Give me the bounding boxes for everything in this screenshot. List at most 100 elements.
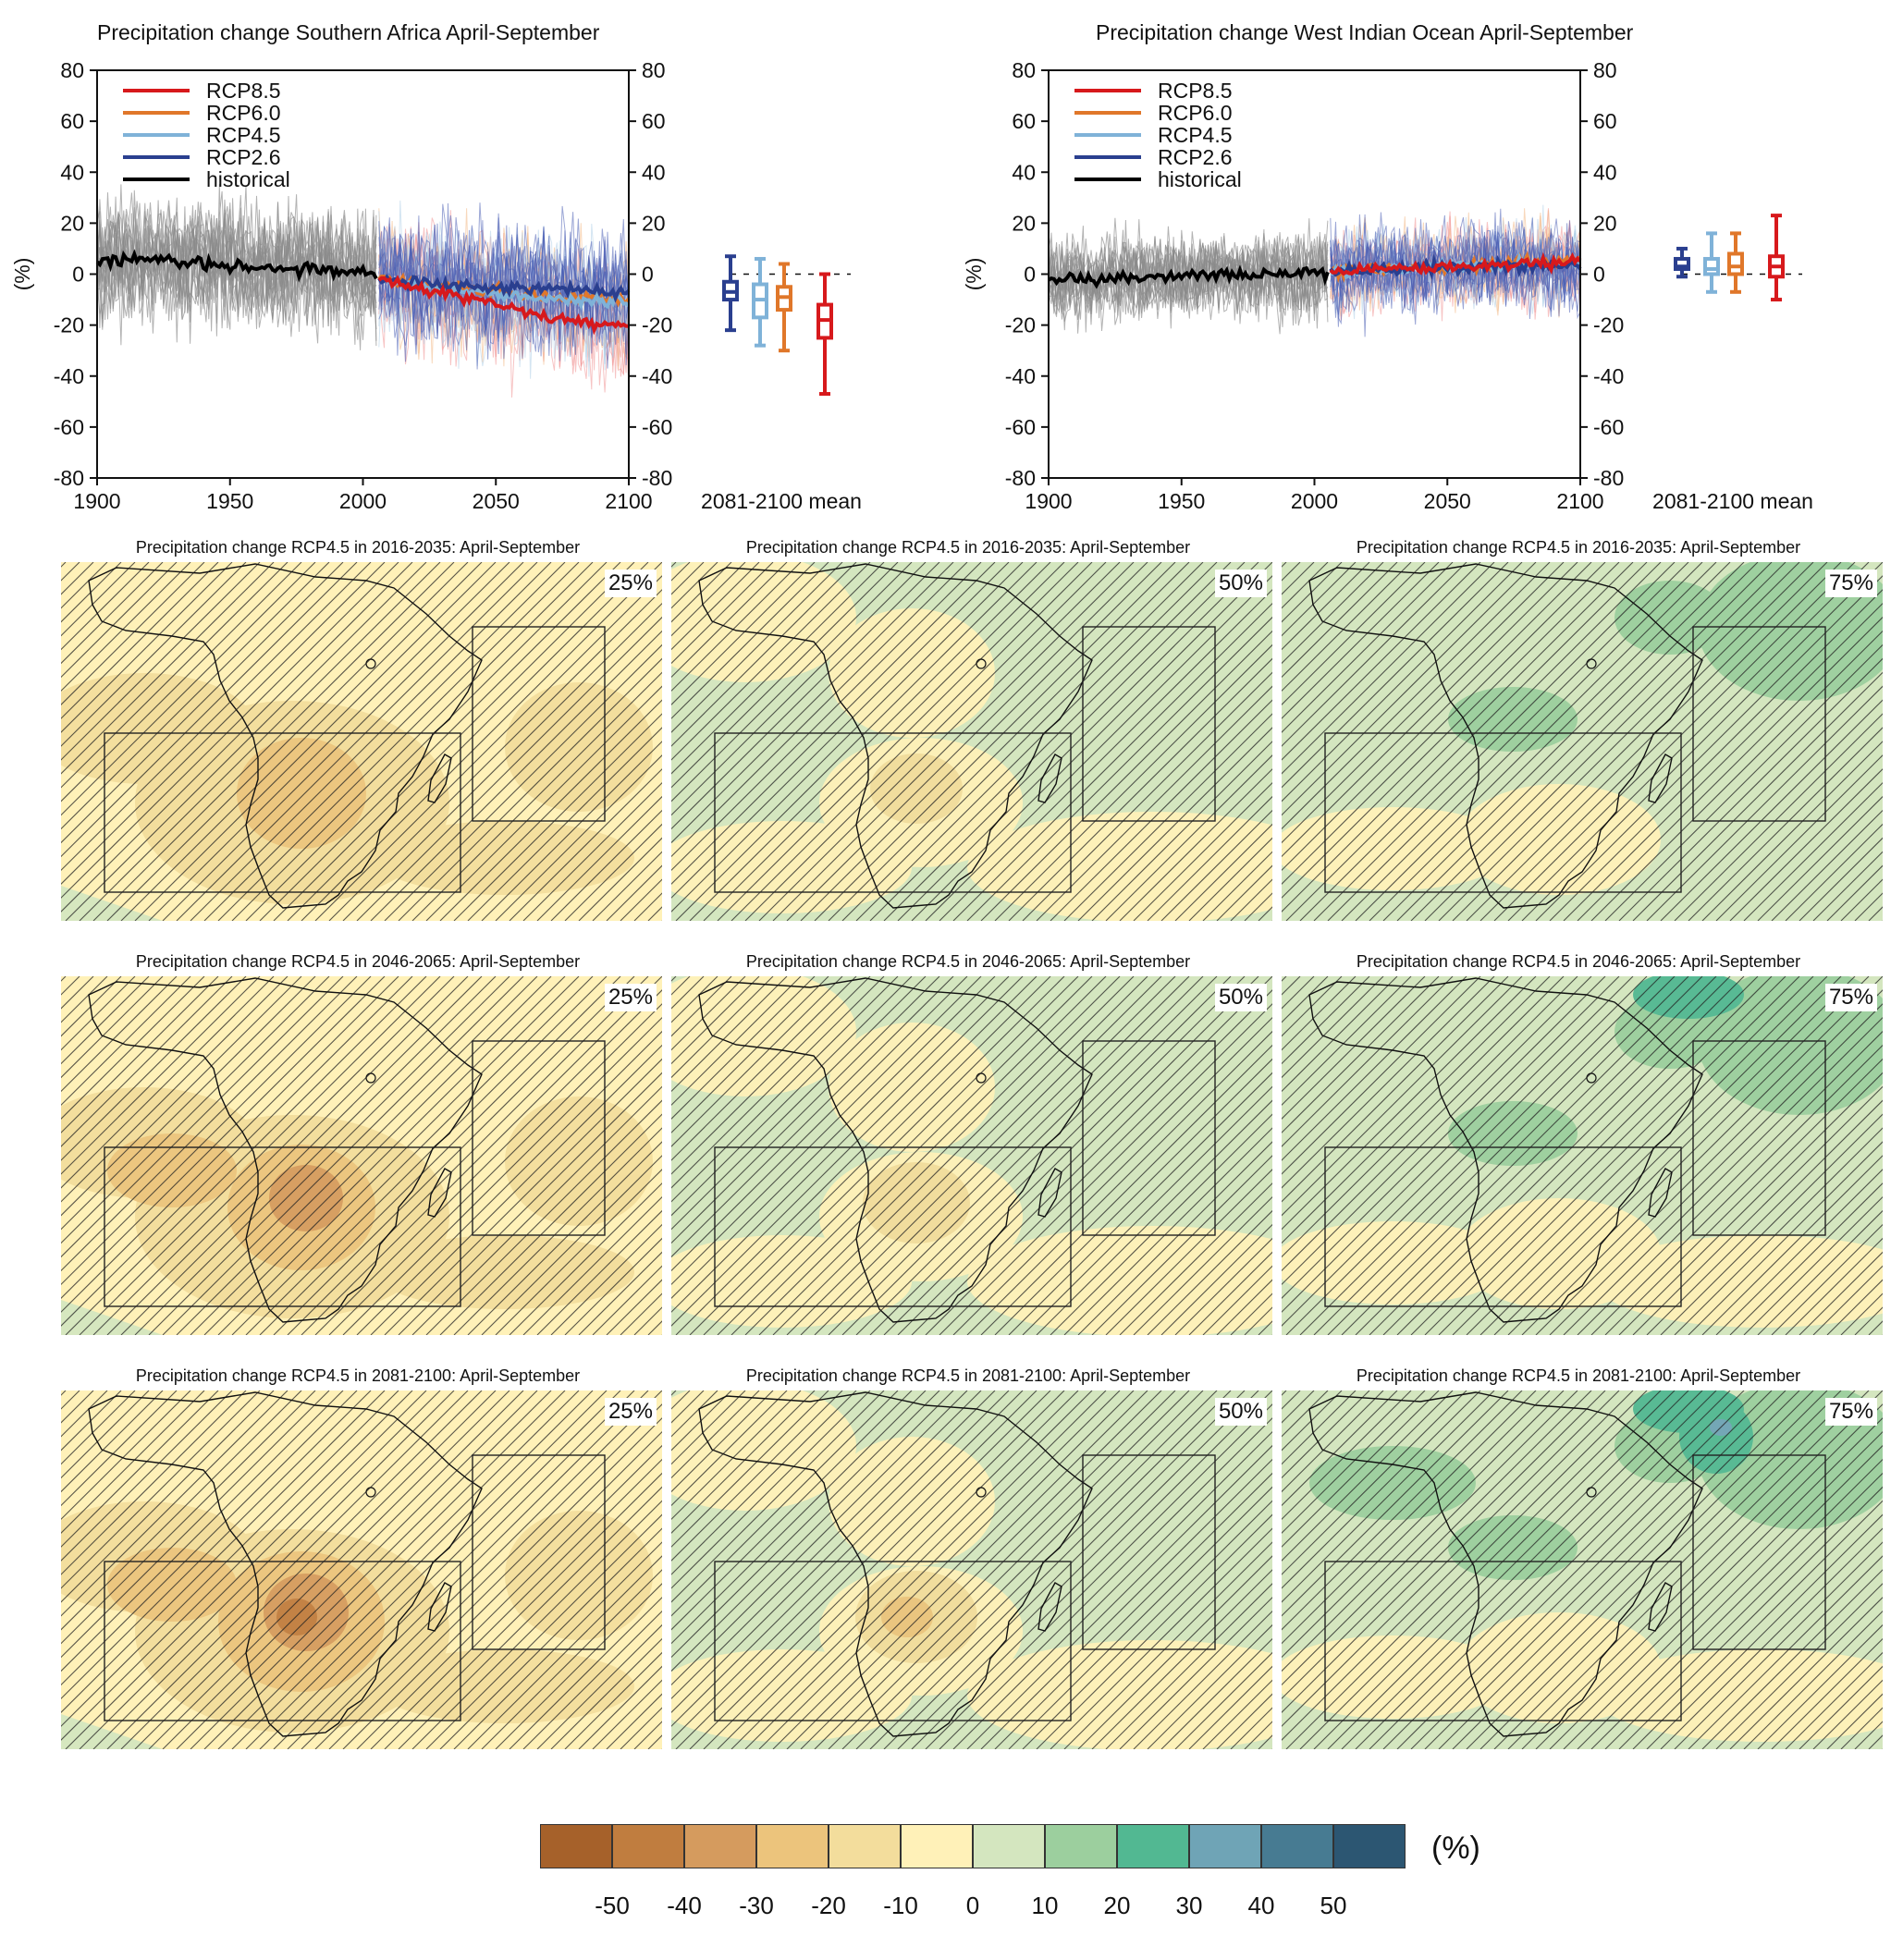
- legend-item: RCP4.5: [206, 123, 281, 147]
- contour-fills: [671, 562, 1272, 921]
- lake-outline: [365, 1487, 376, 1498]
- percentile-label: 25%: [604, 1398, 657, 1426]
- y-axis-label: (%): [10, 258, 34, 291]
- x-tick-label: 1950: [206, 489, 253, 513]
- colorbar-swatch: [1333, 1824, 1406, 1868]
- y-tick-label: -20: [1005, 313, 1036, 337]
- colorbar-swatch: [1045, 1824, 1117, 1868]
- significance-hatching: [61, 1390, 662, 1749]
- legend-item: RCP2.6: [206, 145, 281, 169]
- y-tick-label: 60: [60, 109, 84, 133]
- percentile-label: 50%: [1214, 1398, 1267, 1426]
- y-tick-label: -40: [1593, 364, 1624, 388]
- x-tick-label: 1950: [1158, 489, 1205, 513]
- x-tick-label: 2000: [1291, 489, 1338, 513]
- map-title: Precipitation change RCP4.5 in 2081-2100…: [1356, 1366, 1801, 1385]
- significance-hatching: [671, 976, 1272, 1335]
- percentile-label: 50%: [1214, 570, 1267, 597]
- legend-item: RCP8.5: [1158, 79, 1233, 103]
- map-panel: Precipitation change RCP4.5 in 2081-2100…: [664, 1366, 1272, 1773]
- map-frame: 75%: [1282, 562, 1883, 921]
- map-title: Precipitation change RCP4.5 in 2081-2100…: [745, 1366, 1191, 1385]
- map-title: Precipitation change RCP4.5 in 2046-2065…: [135, 952, 581, 971]
- chart-title: Precipitation change Southern Africa Apr…: [97, 20, 600, 44]
- region-box-west-indian-ocean: [1082, 1040, 1216, 1236]
- y-tick-label: -60: [1005, 415, 1036, 439]
- y-tick-label: 60: [1593, 109, 1617, 133]
- map-title: Precipitation change RCP4.5 in 2016-2035…: [745, 538, 1191, 557]
- lake-outline: [1586, 658, 1597, 669]
- legend-item: RCP4.5: [1158, 123, 1233, 147]
- legend-item: RCP2.6: [1158, 145, 1233, 169]
- y-tick-label: -80: [642, 466, 672, 490]
- region-box-southern-africa: [1324, 1146, 1682, 1307]
- madagascar-coastline: [1648, 1168, 1673, 1218]
- map-frame: 25%: [61, 976, 662, 1335]
- lake-outline: [976, 1072, 987, 1084]
- y-tick-label: 0: [1024, 263, 1036, 287]
- y-tick-label: 80: [642, 58, 666, 82]
- y-tick-label: 80: [1012, 58, 1036, 82]
- africa-coastline: [88, 977, 483, 1323]
- colorbar-tick-label: 0: [965, 1892, 980, 1919]
- lake-outline: [1586, 1487, 1597, 1498]
- y-tick-label: 20: [1593, 211, 1617, 235]
- legend-item: RCP6.0: [206, 101, 281, 125]
- contour-fills: [61, 1087, 653, 1335]
- y-tick-label: -80: [54, 466, 84, 490]
- y-tick-label: 60: [1012, 109, 1036, 133]
- y-tick-label: 40: [1012, 160, 1036, 184]
- map-title: Precipitation change RCP4.5 in 2016-2035…: [1356, 538, 1801, 557]
- africa-coastline: [698, 1391, 1093, 1737]
- region-box-west-indian-ocean: [1082, 626, 1216, 822]
- y-tick-label: 0: [642, 263, 654, 287]
- x-tick-label: 2050: [1424, 489, 1471, 513]
- y-tick-label: -20: [1593, 313, 1624, 337]
- region-box-west-indian-ocean: [1082, 1454, 1216, 1650]
- significance-hatching: [671, 562, 1272, 921]
- y-tick-label: -20: [642, 313, 672, 337]
- colorbar-swatch: [829, 1824, 901, 1868]
- precipitation-change-map: [1282, 562, 1883, 921]
- legend-item: historical: [1158, 167, 1242, 191]
- time-series-panel-southern-africa: Precipitation change Southern Africa Apr…: [0, 0, 952, 527]
- colorbar-swatch: [684, 1824, 756, 1868]
- y-axis-label: (%): [962, 258, 986, 291]
- map-frame: 75%: [1282, 1390, 1883, 1749]
- colorbar-swatch: [1261, 1824, 1333, 1868]
- contour-fills: [671, 976, 1272, 1335]
- precipitation-change-map: [671, 562, 1272, 921]
- boxplot-rcp60: [1727, 231, 1744, 294]
- region-box-southern-africa: [1324, 732, 1682, 893]
- colorbar-swatch: [1117, 1824, 1189, 1868]
- lake-outline: [1586, 1072, 1597, 1084]
- map-frame: 50%: [671, 1390, 1272, 1749]
- colorbar-unit: (%): [1431, 1831, 1480, 1866]
- x-tick-label: 1900: [73, 489, 120, 513]
- boxplot-axis-label: 2081-2100 mean: [701, 489, 862, 513]
- precipitation-change-map: [61, 1390, 662, 1749]
- precipitation-change-map: [671, 1390, 1272, 1749]
- region-box-west-indian-ocean: [472, 626, 606, 822]
- boxplot-rcp85: [1768, 214, 1785, 302]
- africa-coastline: [1308, 1391, 1703, 1737]
- map-panel: Precipitation change RCP4.5 in 2081-2100…: [1274, 1366, 1883, 1773]
- colorbar-tick-label: -30: [739, 1892, 774, 1919]
- africa-coastline: [1308, 563, 1703, 909]
- y-tick-label: -40: [54, 364, 84, 388]
- time-series-chart: -80 -80 -60 -60 -40 -40 -20 -20 0 0 20 20 40 40 60 60 80…: [10, 58, 862, 513]
- map-frame: 50%: [671, 976, 1272, 1335]
- x-tick-label: 2000: [339, 489, 387, 513]
- y-tick-label: 80: [1593, 58, 1617, 82]
- madagascar-coastline: [1037, 1168, 1062, 1218]
- colorbar-tick-label: 20: [1103, 1892, 1131, 1919]
- region-box-southern-africa: [714, 732, 1072, 893]
- boxplot-axis-label: 2081-2100 mean: [1652, 489, 1813, 513]
- colorbar-tick-label: -10: [883, 1892, 918, 1919]
- percentile-label: 75%: [1824, 570, 1877, 597]
- region-box-west-indian-ocean: [1692, 626, 1826, 822]
- contour-fills: [61, 673, 653, 921]
- madagascar-coastline: [1648, 753, 1673, 803]
- contour-fills: [1282, 1390, 1883, 1742]
